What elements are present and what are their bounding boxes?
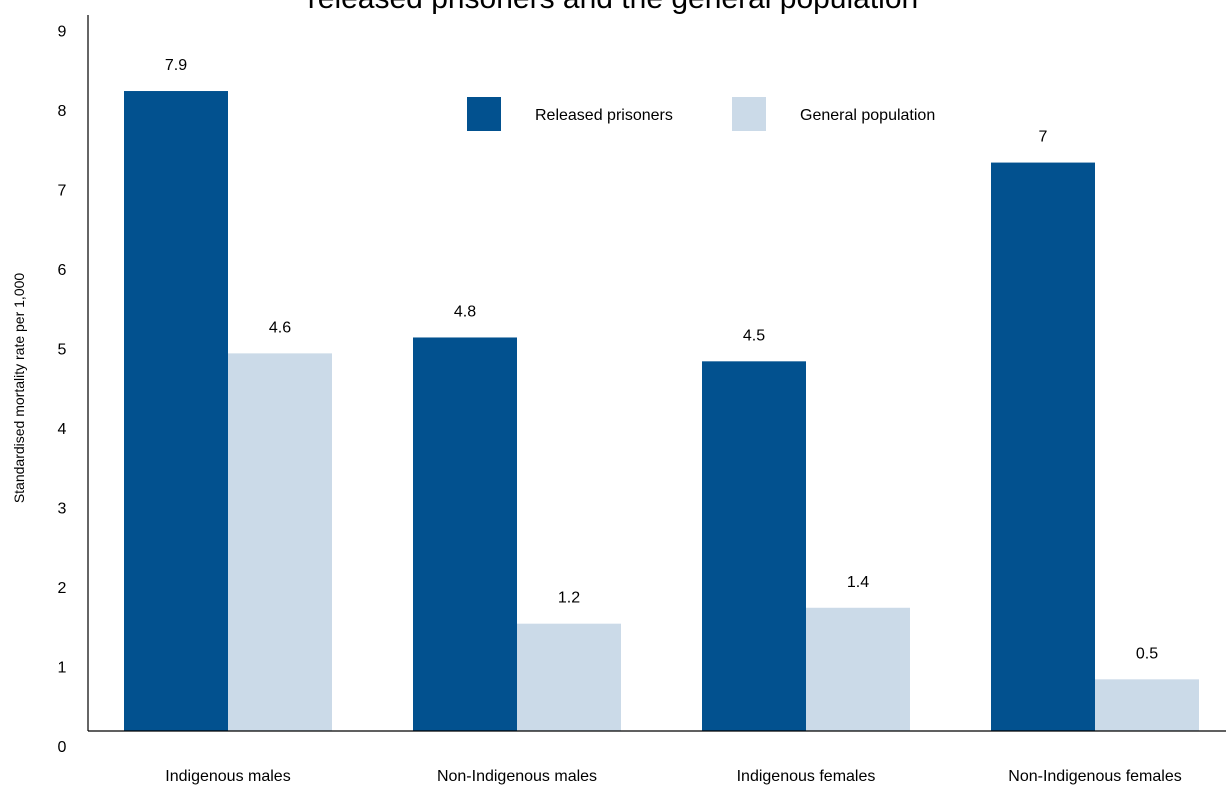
bar-released-prisoners-2 xyxy=(702,361,806,731)
value-label: 4.8 xyxy=(454,303,476,320)
value-label: 7.9 xyxy=(165,57,187,74)
legend-label: General population xyxy=(800,107,935,124)
x-tick-label: Indigenous females xyxy=(737,768,876,785)
y-tick-label: 8 xyxy=(58,103,67,120)
y-tick-label: 9 xyxy=(58,24,67,41)
x-tick-label: Indigenous males xyxy=(165,768,290,785)
y-tick-label: 2 xyxy=(58,580,67,597)
y-tick-label: 6 xyxy=(58,262,67,279)
bar-general-population-1 xyxy=(517,623,621,731)
value-labels: 7.9 4.6 4.8 1.2 4.5 1.4 7 0.5 xyxy=(165,57,1158,662)
value-label: 0.5 xyxy=(1136,645,1158,662)
legend-swatch xyxy=(732,97,766,131)
y-tick-label: 1 xyxy=(58,660,67,677)
y-tick-label: 7 xyxy=(58,183,67,200)
x-axis-ticks: Indigenous males Non-Indigenous males Indi… xyxy=(165,768,1181,785)
bar-general-population-2 xyxy=(806,607,910,731)
bars xyxy=(124,91,1199,731)
bar-released-prisoners-1 xyxy=(413,337,517,731)
y-axis-label: Standardised mortality rate per 1,000 xyxy=(11,273,27,504)
value-label: 7 xyxy=(1039,129,1048,146)
y-tick-label: 5 xyxy=(58,342,67,359)
x-tick-label: Non-Indigenous males xyxy=(437,768,597,785)
legend: Released prisoners General population xyxy=(467,97,935,131)
value-label: 1.2 xyxy=(558,590,580,607)
legend-swatch xyxy=(467,97,501,131)
y-axis-ticks: 0 1 2 3 4 5 6 7 8 9 xyxy=(58,24,67,757)
bar-released-prisoners-0 xyxy=(124,91,228,731)
y-tick-label: 4 xyxy=(58,421,67,438)
value-label: 4.6 xyxy=(269,319,291,336)
value-label: 1.4 xyxy=(847,574,869,591)
bar-released-prisoners-3 xyxy=(991,162,1095,731)
x-tick-label: Non-Indigenous females xyxy=(1008,768,1181,785)
legend-label: Released prisoners xyxy=(535,107,673,124)
value-label: 4.5 xyxy=(743,327,765,344)
bar-general-population-3 xyxy=(1095,679,1199,731)
chart-title: released prisoners and the general popul… xyxy=(308,0,918,15)
y-tick-label: 0 xyxy=(58,739,67,756)
y-tick-label: 3 xyxy=(58,501,67,518)
bar-general-population-0 xyxy=(228,353,332,731)
